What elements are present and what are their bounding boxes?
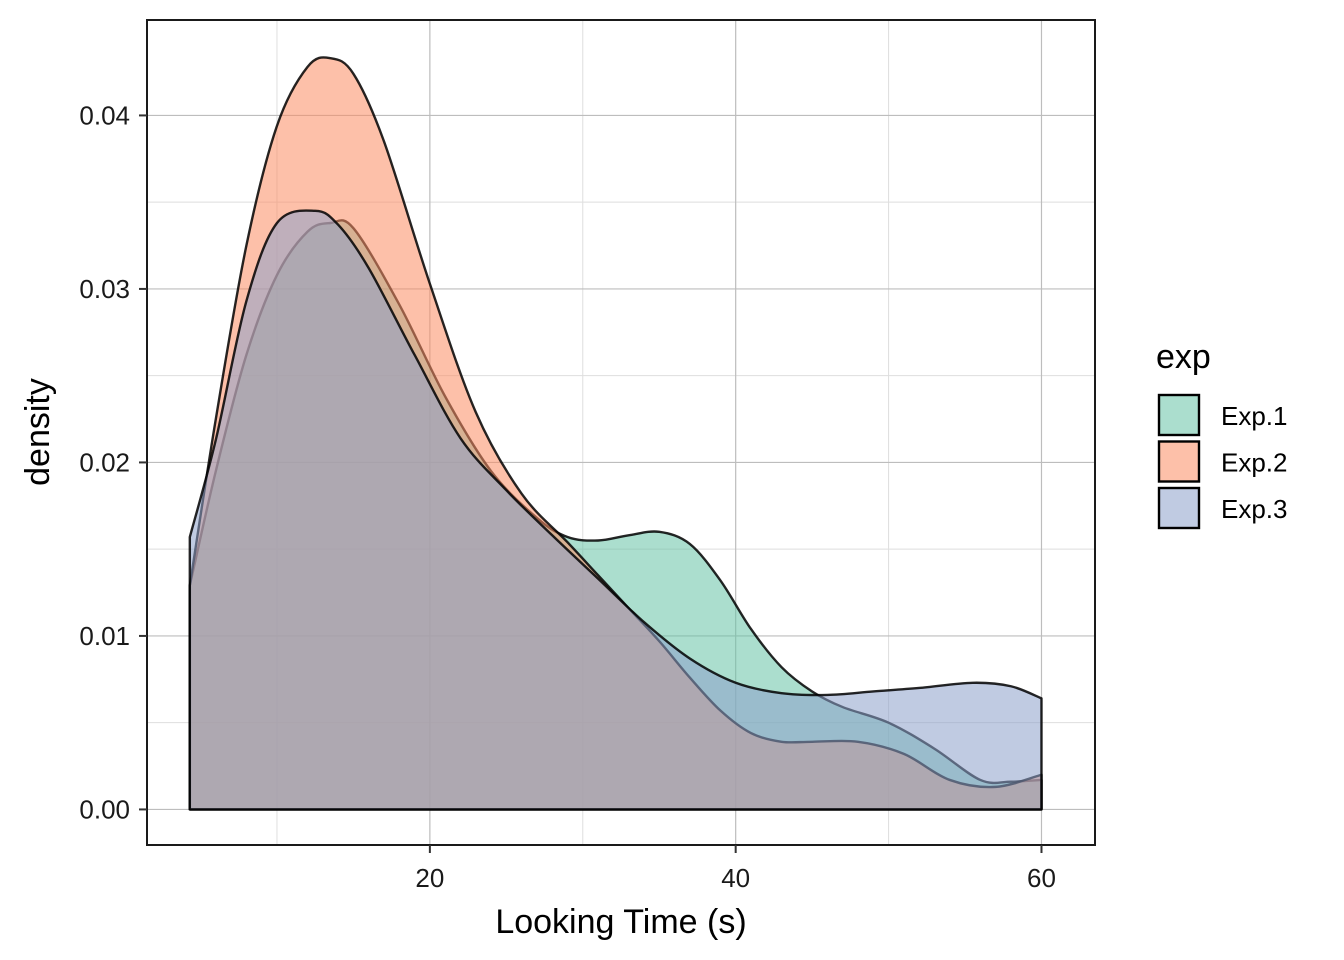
legend-label: Exp.3 [1221,494,1288,524]
density-areas [188,56,1043,811]
plot-panel [146,19,1096,846]
y-axis-title: density [19,378,57,486]
y-tick-label: 0.01 [79,621,130,651]
panel-border [146,19,1096,846]
legend-items: Exp.1 Exp.2 Exp.3 [1157,393,1288,530]
y-tick-labels: 0.00 0.01 0.02 0.03 0.04 [79,100,130,824]
y-tick-label: 0.03 [79,274,130,304]
x-tick-labels: 20 40 60 [415,863,1056,893]
legend-key-exp-3 [1157,486,1201,530]
y-tick-label: 0.02 [79,447,130,477]
x-tick-label: 40 [721,863,750,893]
legend-label: Exp.1 [1221,401,1288,431]
axis-ticks [139,114,1043,853]
y-tick-label: 0.04 [79,100,130,130]
x-axis-title: Looking Time (s) [495,903,746,941]
legend: exp Exp.1 Exp.2 Exp.3 [1156,338,1288,530]
x-tick-label: 20 [415,863,444,893]
legend-title: exp [1156,338,1211,376]
y-tick-label: 0.00 [79,794,130,824]
x-tick-label: 60 [1027,863,1056,893]
legend-key-exp-1 [1157,393,1201,437]
density-area-exp-3 [188,209,1043,811]
legend-key-exp-2 [1157,440,1201,483]
legend-label: Exp.2 [1221,448,1288,478]
